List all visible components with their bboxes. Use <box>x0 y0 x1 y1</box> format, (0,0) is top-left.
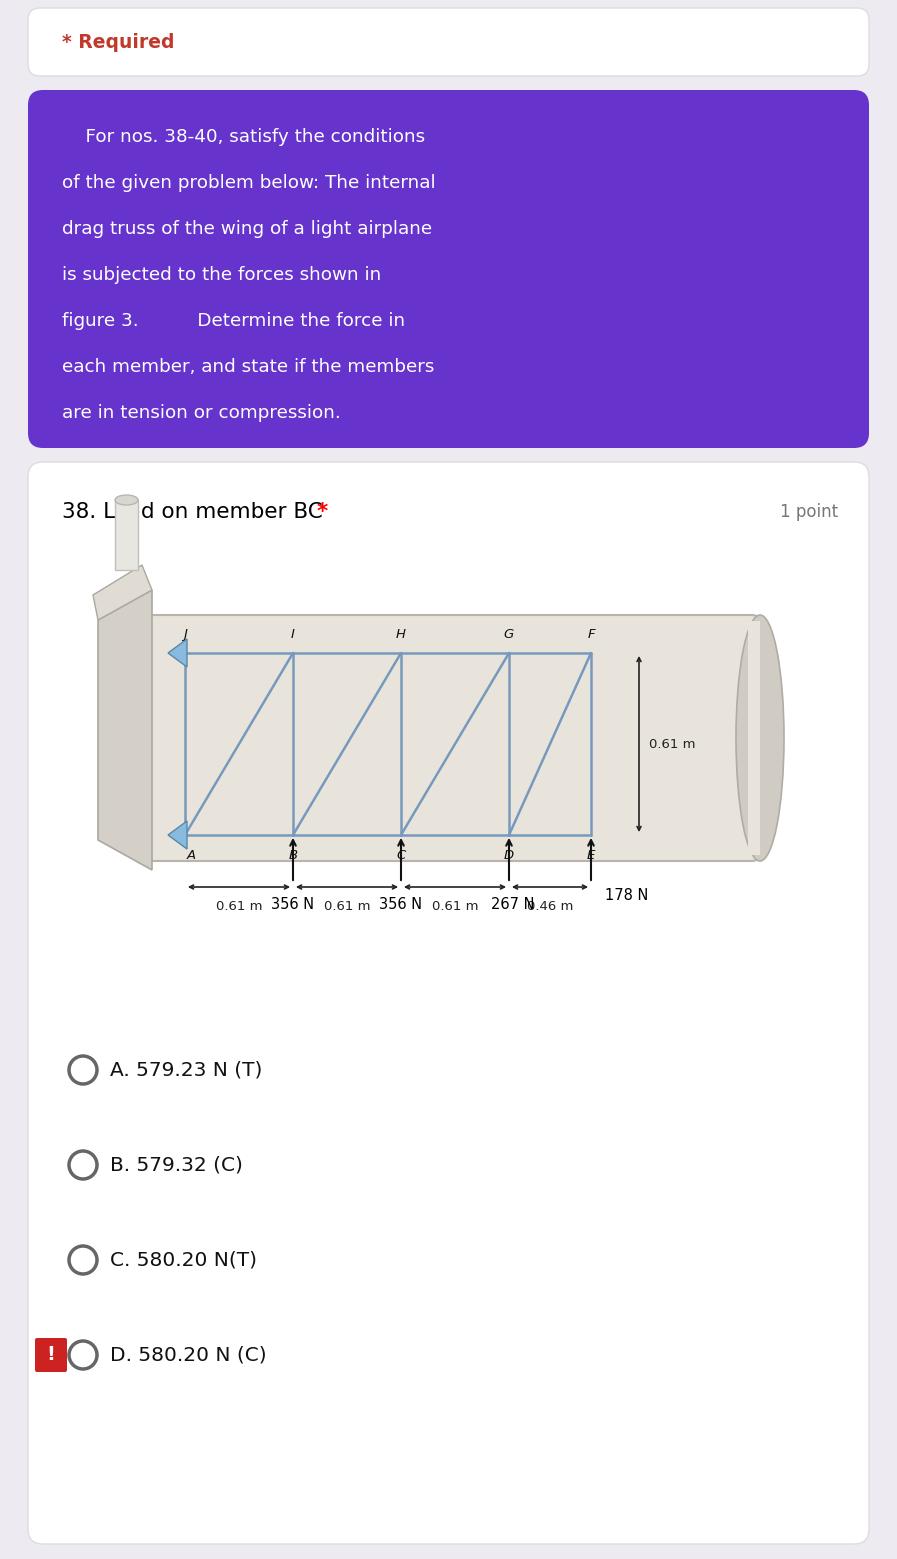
Text: G: G <box>504 628 514 641</box>
Text: drag truss of the wing of a light airplane: drag truss of the wing of a light airpla… <box>62 220 432 239</box>
Text: E: E <box>587 850 596 862</box>
Polygon shape <box>115 500 138 571</box>
Text: For nos. 38-40, satisfy the conditions: For nos. 38-40, satisfy the conditions <box>62 128 425 147</box>
Bar <box>748 620 760 854</box>
Text: B: B <box>289 850 298 862</box>
Text: 356 N: 356 N <box>272 896 315 912</box>
Text: A. 579.23 N (T): A. 579.23 N (T) <box>110 1060 263 1079</box>
Ellipse shape <box>736 614 784 861</box>
Text: D: D <box>504 850 514 862</box>
Text: * Required: * Required <box>62 33 175 51</box>
Text: D. 580.20 N (C): D. 580.20 N (C) <box>110 1345 266 1364</box>
Text: 0.61 m: 0.61 m <box>216 900 262 914</box>
Text: H: H <box>396 628 406 641</box>
FancyBboxPatch shape <box>28 8 869 76</box>
Text: 38. Load on member BC: 38. Load on member BC <box>62 502 329 522</box>
Text: 1 point: 1 point <box>779 504 838 521</box>
Text: F: F <box>588 628 595 641</box>
Text: I: I <box>291 628 295 641</box>
Polygon shape <box>168 639 187 667</box>
Text: 0.46 m: 0.46 m <box>527 900 573 914</box>
Ellipse shape <box>115 496 138 505</box>
Text: C: C <box>396 850 405 862</box>
Text: *: * <box>317 502 328 522</box>
FancyBboxPatch shape <box>35 1338 67 1372</box>
Text: are in tension or compression.: are in tension or compression. <box>62 404 341 422</box>
Text: 267 N: 267 N <box>492 896 535 912</box>
FancyBboxPatch shape <box>28 461 869 1543</box>
FancyBboxPatch shape <box>139 614 763 861</box>
Text: J: J <box>183 628 187 641</box>
FancyBboxPatch shape <box>28 90 869 447</box>
Text: 0.61 m: 0.61 m <box>324 900 370 914</box>
Text: of the given problem below: The internal: of the given problem below: The internal <box>62 175 436 192</box>
Text: !: ! <box>47 1345 56 1364</box>
Polygon shape <box>98 589 152 870</box>
Text: B. 579.32 (C): B. 579.32 (C) <box>110 1155 243 1174</box>
Text: C. 580.20 N(T): C. 580.20 N(T) <box>110 1250 257 1269</box>
Text: A: A <box>187 850 196 862</box>
Text: is subjected to the forces shown in: is subjected to the forces shown in <box>62 267 381 284</box>
Text: 0.61 m: 0.61 m <box>649 737 695 750</box>
Text: 178 N: 178 N <box>605 889 649 903</box>
Text: each member, and state if the members: each member, and state if the members <box>62 359 434 376</box>
Polygon shape <box>168 822 187 850</box>
Text: 0.61 m: 0.61 m <box>431 900 478 914</box>
Text: 356 N: 356 N <box>379 896 422 912</box>
Polygon shape <box>93 564 152 620</box>
Text: figure 3.          Determine the force in: figure 3. Determine the force in <box>62 312 405 331</box>
